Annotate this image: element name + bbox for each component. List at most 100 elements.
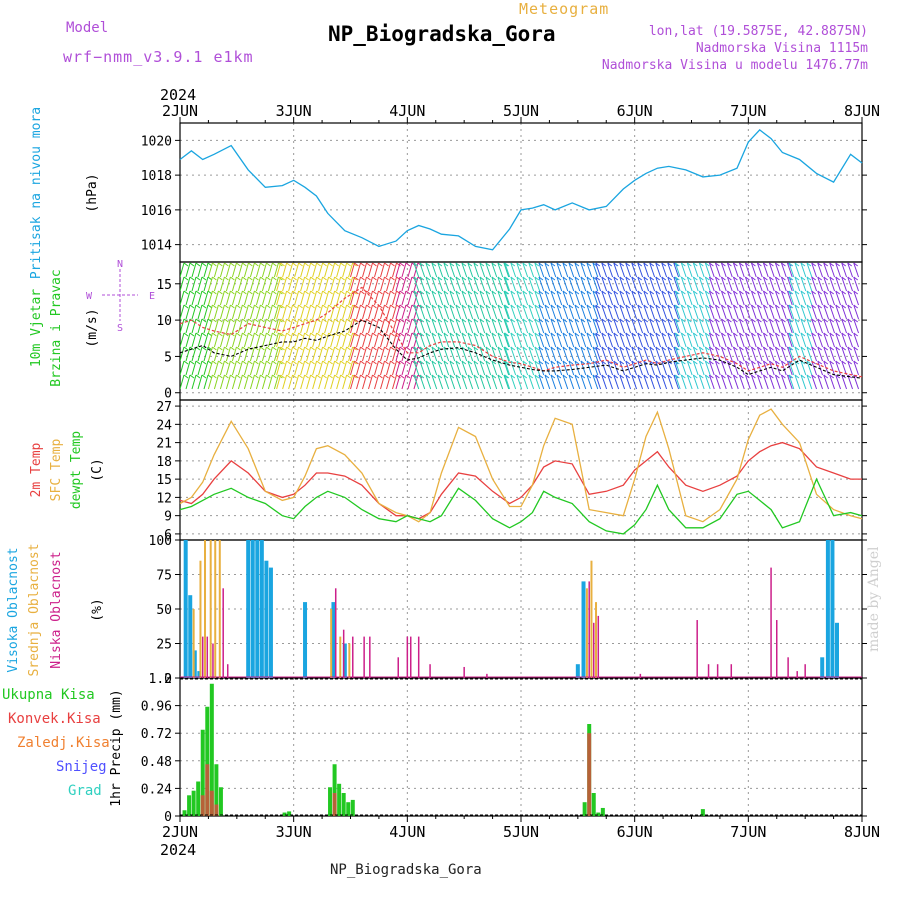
wind-barb-flag — [224, 290, 229, 295]
wind-barb-flag — [574, 332, 580, 337]
wind-barb-flag — [625, 346, 631, 351]
wind-barb — [847, 346, 854, 362]
wind-barb — [437, 318, 444, 334]
wind-barb-flag — [195, 276, 201, 281]
wind-barb — [203, 332, 209, 348]
wind-barb-flag — [763, 360, 768, 365]
cloud-bar — [796, 671, 798, 678]
wind-barb — [374, 290, 379, 306]
wind-barb — [449, 374, 456, 390]
wind-barb-flag — [334, 374, 339, 379]
wind-barb-flag — [550, 360, 556, 365]
wind-barb — [528, 332, 535, 348]
wind-barb — [207, 332, 213, 348]
wind-barb — [267, 262, 273, 278]
wind-barb — [368, 360, 373, 376]
wind-barb-flag — [733, 262, 738, 267]
wind-barb-flag — [643, 332, 649, 337]
wind-barb — [562, 276, 569, 292]
wind-barb-flag — [354, 346, 359, 351]
wind-barb — [203, 262, 209, 278]
wind-barb — [282, 360, 288, 376]
wind-barb-flag — [491, 304, 497, 309]
wind-barb — [562, 290, 569, 306]
wind-barb-flag — [769, 346, 774, 351]
wind-barb — [619, 360, 626, 376]
cloud-bar — [463, 666, 465, 678]
wind-barb — [692, 360, 699, 376]
wind-barb-flag — [396, 346, 401, 351]
wind-ytick-label: 10 — [156, 314, 172, 329]
wind-barb — [680, 318, 687, 334]
wind-barb-flag — [516, 262, 522, 267]
wind-barb — [443, 318, 450, 334]
wind-barb — [811, 332, 818, 348]
wind-barb — [607, 374, 614, 390]
wind-barb — [449, 346, 456, 362]
wind-barb — [273, 374, 279, 390]
wind-barb — [744, 304, 751, 320]
wind-barb — [607, 304, 614, 320]
wind-barb-flag — [823, 276, 829, 281]
wind-barb-flag — [425, 290, 431, 295]
wind-barb-flag — [431, 318, 437, 323]
cloud-bar — [352, 636, 354, 678]
wind-barb — [853, 346, 860, 362]
wind-barb — [811, 318, 818, 334]
wind-barb — [516, 304, 523, 320]
wind-barb-flag — [817, 304, 823, 309]
wind-barb-flag — [443, 304, 449, 309]
wind-barb-flag — [286, 290, 291, 295]
wind-barb-flag — [334, 304, 339, 309]
x-label-top: 4JUN — [389, 102, 425, 120]
wind-barb — [649, 318, 656, 334]
wind-barb-flag — [455, 332, 461, 337]
wind-barb — [449, 290, 456, 306]
wind-barb-flag — [721, 276, 726, 281]
cloud-bar — [201, 636, 204, 678]
wind-barb — [413, 346, 420, 362]
wind-barb-flag — [304, 360, 309, 365]
wind-barb — [197, 332, 203, 348]
wind-barb — [667, 262, 674, 278]
wind-barb-flag — [437, 304, 443, 309]
wind-barb — [473, 346, 480, 362]
wind-barb-flag — [497, 374, 503, 379]
wind-barb — [213, 332, 219, 348]
wind-barb — [674, 332, 681, 348]
wind-barb — [720, 276, 727, 292]
wind-barb — [586, 318, 593, 334]
wind-barb-flag — [709, 304, 714, 309]
wind-barb — [720, 304, 727, 320]
wind-barb-flag — [574, 290, 580, 295]
wind-barb-flag — [298, 318, 303, 323]
wind-barb — [756, 346, 763, 362]
wind-barb-flag — [769, 318, 774, 323]
wind-barb-flag — [847, 318, 853, 323]
cloud-bar — [834, 622, 839, 678]
wind-axis-title: 10m Vjetar — [29, 289, 44, 367]
wind-barb — [191, 290, 197, 306]
wind-barb-flag — [823, 346, 829, 351]
wind-barb — [738, 346, 745, 362]
wind-barb — [449, 360, 456, 376]
wind-barb-flag — [352, 262, 357, 267]
wind-barb — [516, 290, 523, 306]
wind-barb — [467, 346, 474, 362]
wind-barb-flag — [788, 304, 794, 309]
wind-barb — [562, 360, 569, 376]
wind-barb-flag — [352, 318, 357, 323]
wind-barb — [180, 304, 185, 320]
wind-barb — [282, 346, 288, 362]
wind-barb-flag — [544, 304, 550, 309]
wind-barb-flag — [727, 262, 732, 267]
wind-barb-flag — [248, 290, 253, 295]
wind-barb-flag — [607, 304, 613, 309]
wind-barb-flag — [637, 276, 643, 281]
wind-barb-flag — [568, 360, 574, 365]
wind-barb — [185, 374, 191, 390]
wind-barb-flag — [800, 262, 806, 267]
wind-barb — [528, 346, 535, 362]
wind-barb-flag — [534, 276, 540, 281]
